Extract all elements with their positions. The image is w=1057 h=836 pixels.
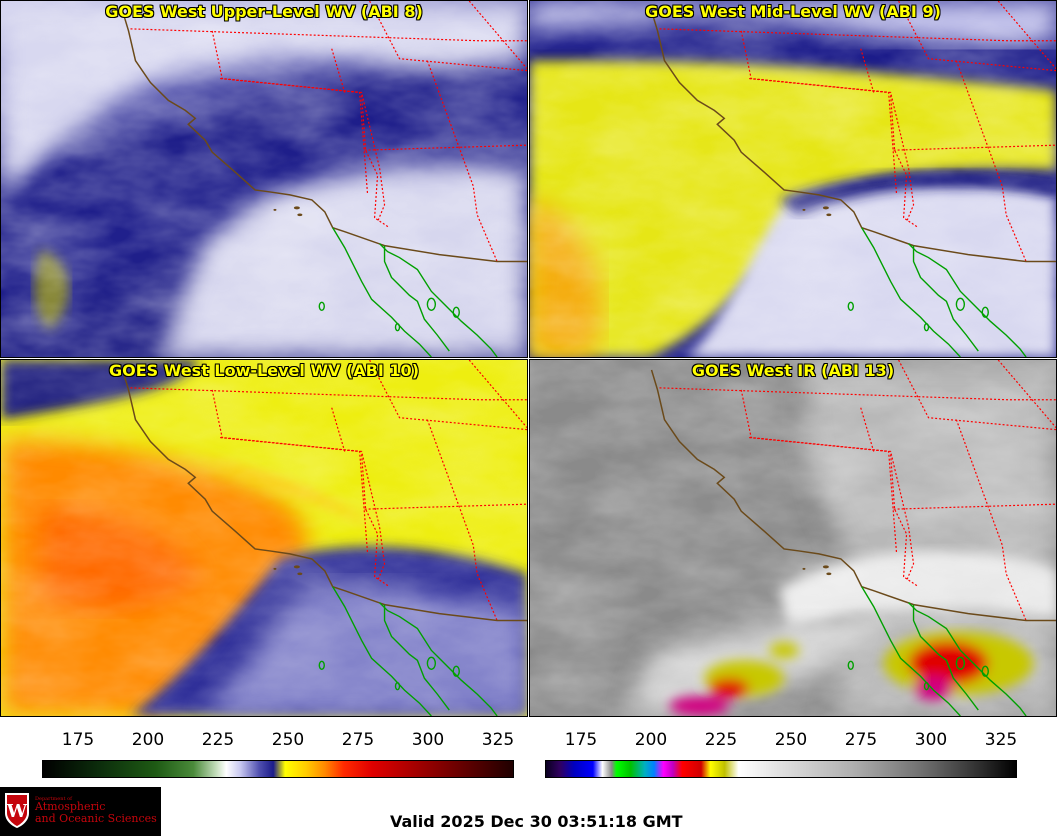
wv-color-scale: 175 200 225 250 275 300 325 xyxy=(42,728,514,778)
valid-time: Valid 2025 Dec 30 03:51:18 GMT xyxy=(390,812,683,831)
aos-logo[interactable]: W Department of Atmospheric and Oceanic … xyxy=(0,787,161,836)
logo-dept: Department of xyxy=(35,796,72,802)
ir-tick-label: 175 xyxy=(564,730,598,750)
ir-tick-label: 225 xyxy=(704,730,738,750)
ir-tick-label: 200 xyxy=(634,730,668,750)
shield-letter: W xyxy=(6,801,28,822)
logo-line-2: and Oceanic Sciences xyxy=(35,812,157,825)
ir-tick-label: 250 xyxy=(774,730,808,750)
wv-tick-label: 275 xyxy=(341,730,375,750)
wv-tick-label: 300 xyxy=(411,730,445,750)
ir-colorbar xyxy=(545,760,1017,778)
wv-tick-label: 200 xyxy=(131,730,165,750)
wv-tick-label: 325 xyxy=(481,730,515,750)
wv-scale-ticks: 175 200 225 250 275 300 325 xyxy=(42,728,514,754)
wv-colorbar xyxy=(42,760,514,778)
ir-image xyxy=(530,360,1056,716)
panel-upper-level-wv: GOES West Upper-Level WV (ABI 8) xyxy=(0,0,528,358)
panel-title: GOES West Low-Level WV (ABI 10) xyxy=(108,361,419,380)
ir-tick-label: 325 xyxy=(984,730,1018,750)
mid-level-wv-image xyxy=(530,1,1056,357)
uw-shield-icon: W xyxy=(5,793,29,828)
logo-line-1: Atmospheric xyxy=(35,800,106,813)
wv-tick-label: 225 xyxy=(201,730,235,750)
ir-scale-ticks: 175 200 225 250 275 300 325 xyxy=(545,728,1017,754)
ir-color-scale: 175 200 225 250 275 300 325 xyxy=(545,728,1017,778)
low-level-wv-image xyxy=(1,360,527,716)
panel-title: GOES West IR (ABI 13) xyxy=(691,361,895,380)
panel-mid-level-wv: GOES West Mid-Level WV (ABI 9) xyxy=(529,0,1057,358)
panel-title: GOES West Mid-Level WV (ABI 9) xyxy=(645,2,941,21)
ir-tick-label: 275 xyxy=(844,730,878,750)
upper-level-wv-image xyxy=(1,1,527,357)
panel-ir: GOES West IR (ABI 13) xyxy=(529,359,1057,717)
panel-low-level-wv: GOES West Low-Level WV (ABI 10) xyxy=(0,359,528,717)
panel-title: GOES West Upper-Level WV (ABI 8) xyxy=(105,2,423,21)
ir-tick-label: 300 xyxy=(914,730,948,750)
wv-tick-label: 175 xyxy=(61,730,95,750)
wv-tick-label: 250 xyxy=(271,730,305,750)
